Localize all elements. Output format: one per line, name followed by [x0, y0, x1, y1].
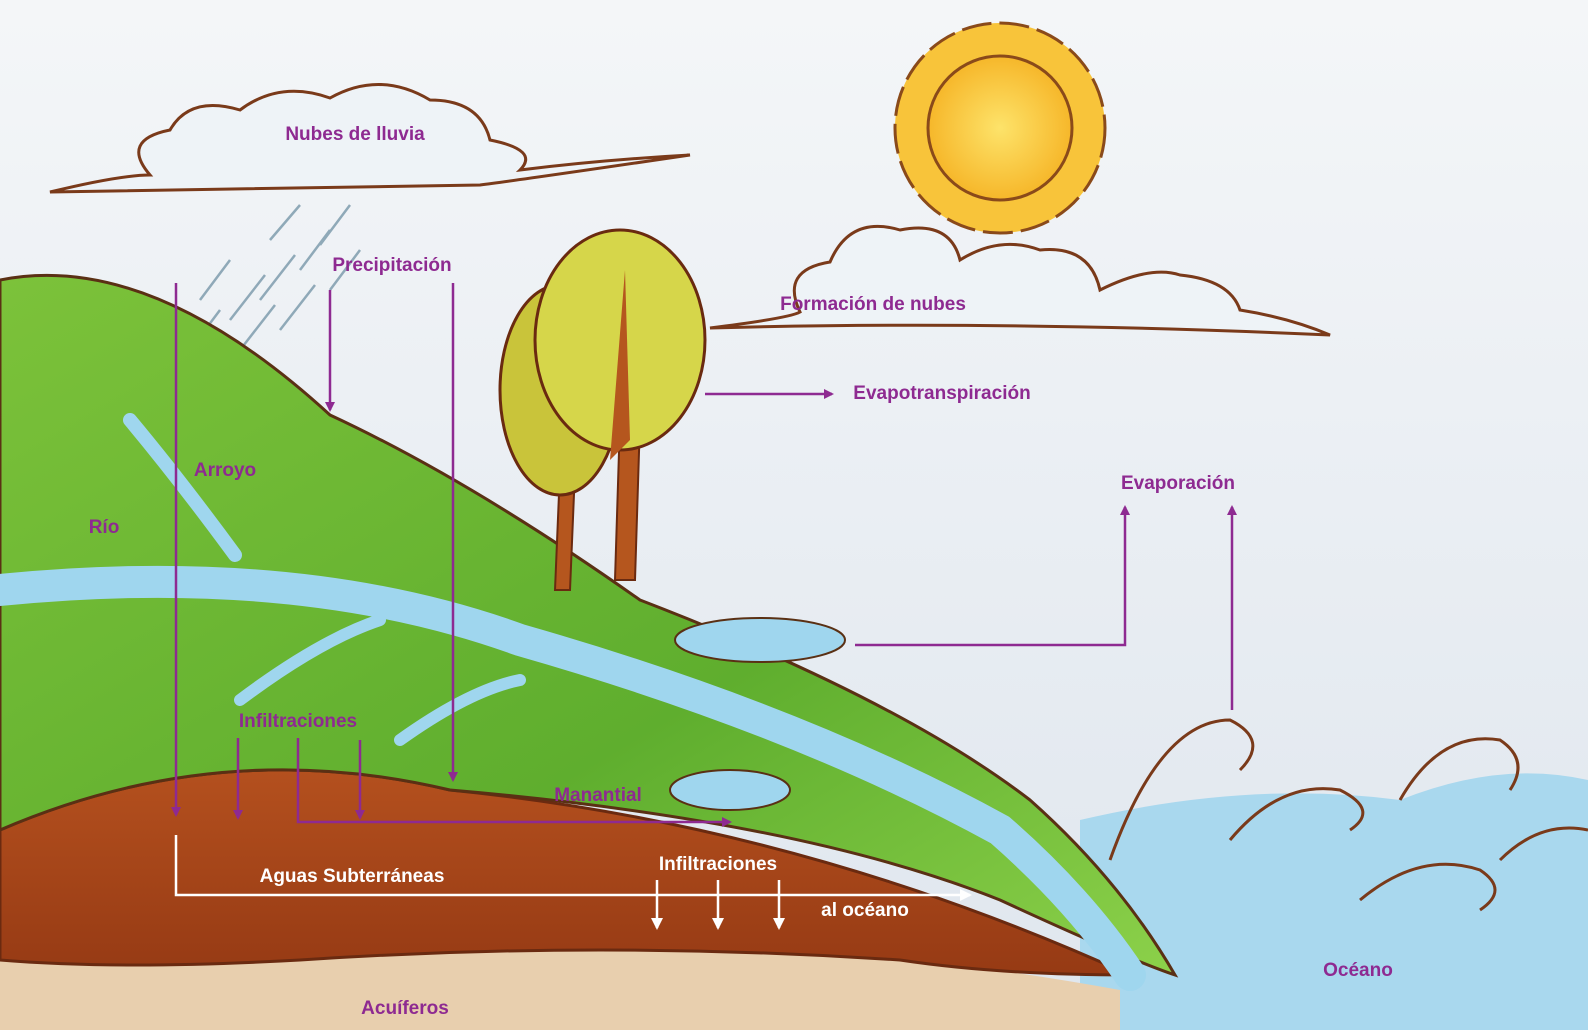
label: Arroyo — [194, 460, 256, 481]
label: al océano — [821, 900, 909, 921]
ocean — [1080, 773, 1588, 1030]
label: Acuíferos — [361, 998, 449, 1019]
label: Evaporación — [1121, 473, 1235, 494]
label: Océano — [1323, 960, 1393, 981]
label: Nubes de lluvia — [285, 124, 425, 145]
lake — [675, 618, 845, 662]
label: Precipitación — [332, 255, 451, 276]
water-cycle-diagram: Nubes de lluvia Precipitación Formación … — [0, 0, 1588, 1030]
label: Manantial — [554, 785, 642, 806]
label: Río — [89, 517, 120, 538]
label: Evapotranspiración — [853, 383, 1030, 404]
body: {"labels": { "rain_clouds": "Nubes de ll… — [0, 0, 1588, 1030]
label: Infiltraciones — [239, 711, 357, 732]
label: Aguas Subterráneas — [260, 866, 445, 887]
sun — [895, 23, 1105, 233]
label: Infiltraciones — [659, 854, 777, 875]
page: Ciclo del agua html, body { margin: 0; p… — [0, 0, 1588, 1030]
label: Formación de nubes — [780, 294, 966, 315]
spring-pool — [670, 770, 790, 810]
